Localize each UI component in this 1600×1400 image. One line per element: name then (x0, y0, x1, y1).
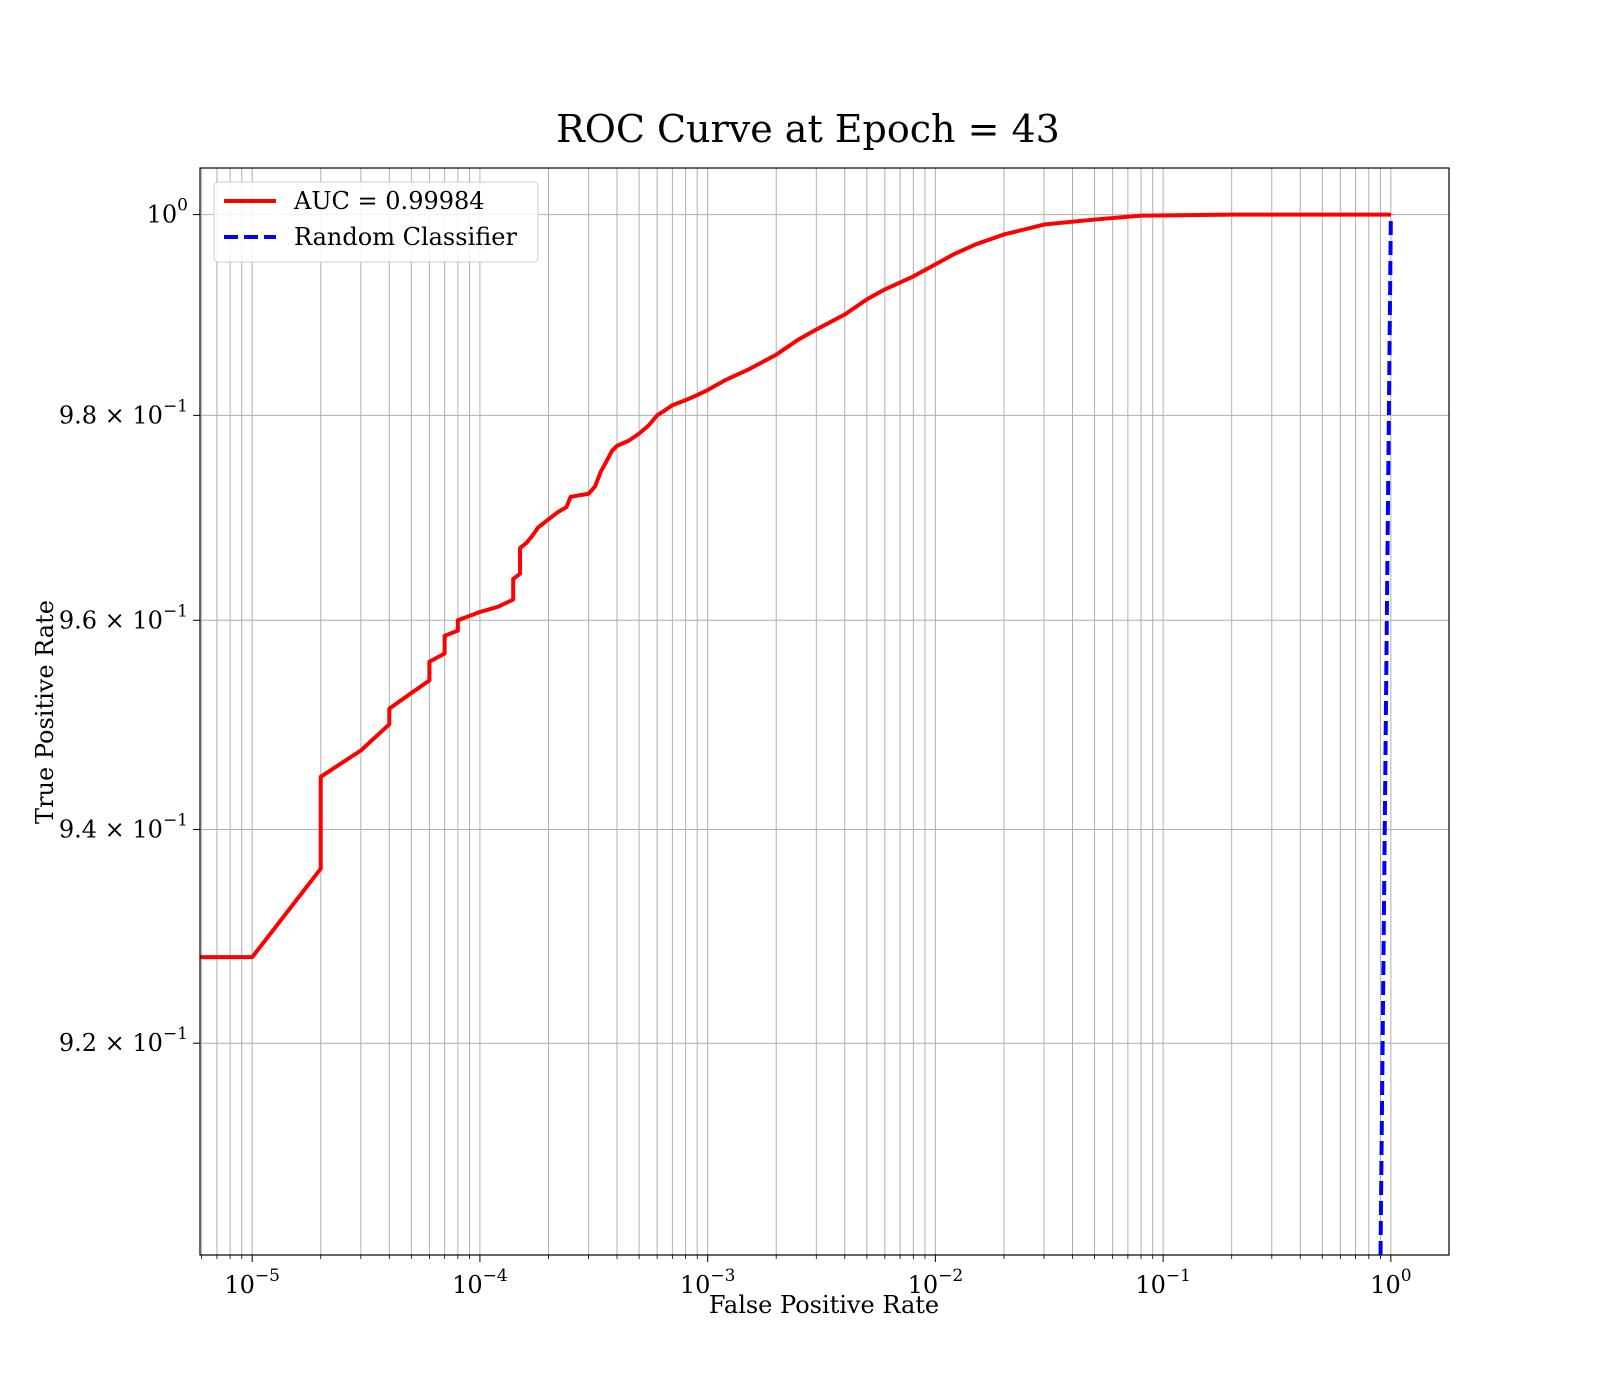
y-tick-label: 9.6 × 10−1 (59, 601, 188, 634)
legend-label-random-classifier: Random Classifier (294, 223, 517, 251)
x-tick-label: 10−4 (452, 1266, 508, 1299)
x-tick-label: 10−1 (1135, 1266, 1191, 1299)
series-layer (200, 212, 1393, 1255)
roc-curve-line (200, 212, 1391, 960)
y-tick-label: 9.4 × 10−1 (59, 810, 188, 843)
y-tick-label: 9.8 × 10−1 (59, 396, 188, 429)
y-axis-ticks: 100 9.8 × 10−1 9.6 × 10−1 9.4 × 10−1 9.2 × 1… (59, 196, 200, 1057)
x-tick-label: 100 (1370, 1266, 1411, 1299)
legend-label-auc: AUC = 0.99984 (293, 187, 485, 215)
legend: AUC = 0.99984 Random Classifier (213, 181, 539, 263)
y-tick-label: 9.2 × 10−1 (59, 1024, 188, 1057)
x-axis-label: False Positive Rate (709, 1291, 939, 1319)
x-axis-ticks: 10−5 10−4 10−3 10−2 10−1 100 (201, 1255, 1412, 1299)
legend-box (213, 181, 539, 263)
x-tick-label: 10−2 (908, 1266, 964, 1299)
y-axis-label: True Positive Rate (31, 600, 59, 824)
plot-frame (199, 167, 1450, 1256)
plot-area (200, 168, 1449, 1255)
x-tick-label: 10−3 (680, 1266, 736, 1299)
chart-title: ROC Curve at Epoch = 43 (556, 107, 1060, 151)
x-tick-label: 10−5 (224, 1266, 280, 1299)
grid-lines (200, 168, 1449, 1255)
y-tick-label: 100 (147, 196, 188, 229)
random-classifier-line (1378, 214, 1393, 1255)
